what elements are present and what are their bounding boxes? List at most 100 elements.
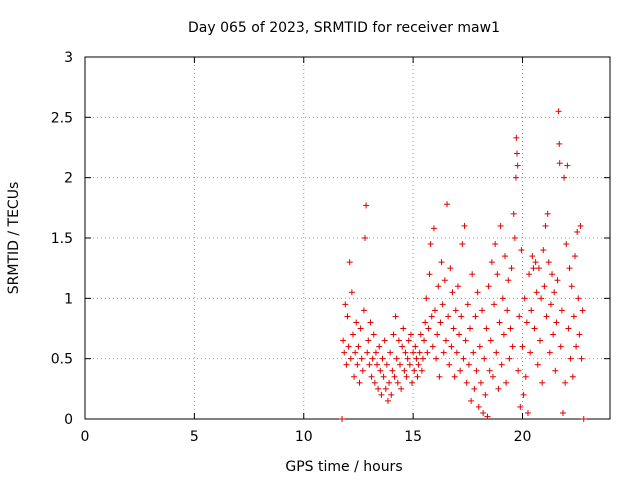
data-point [349,331,356,338]
data-point [461,222,468,229]
data-point [415,361,422,368]
data-point [405,337,412,344]
data-point [564,162,571,169]
data-point [369,355,376,362]
data-point [549,271,556,278]
data-point [444,201,451,208]
data-point [552,367,559,374]
data-point [524,409,531,416]
data-point [353,319,360,326]
data-point [506,355,513,362]
data-point [421,337,428,344]
data-point [439,301,446,308]
data-point [379,355,386,362]
data-point [378,391,385,398]
data-point [492,241,499,248]
data-point [392,313,399,320]
data-point [442,337,449,344]
data-point [477,379,484,386]
data-point [410,349,417,356]
data-point [445,313,452,320]
data-points [339,108,587,422]
data-point [542,222,549,229]
data-point [498,361,505,368]
data-point [345,343,352,350]
data-point [565,325,572,332]
data-point [559,409,566,416]
data-point [402,349,409,356]
data-point [406,361,413,368]
data-point [526,271,533,278]
data-point [381,337,388,344]
data-point [568,283,575,290]
data-point [574,228,581,235]
data-point [512,174,519,181]
data-point [556,160,563,167]
data-point [515,367,522,374]
data-point [386,379,393,386]
data-point [425,325,432,332]
data-point [370,331,377,338]
data-point [409,379,416,386]
data-point [535,265,542,272]
y-tick-label: 0 [64,412,73,428]
data-point [453,349,460,356]
data-point [448,343,455,350]
x-tick-label: 10 [295,429,313,445]
data-point [377,367,384,374]
data-point [493,349,500,356]
data-point [482,391,489,398]
data-point [533,289,540,296]
data-point [363,202,370,209]
data-point [551,289,558,296]
data-point [458,313,465,320]
data-point [372,349,379,356]
data-point [365,337,372,344]
data-point [547,301,554,308]
data-point [475,403,482,410]
data-point [352,349,359,356]
data-point [484,413,491,420]
data-point [360,307,367,314]
data-point [398,385,405,392]
data-point [441,277,448,284]
data-point [465,361,472,368]
data-point [495,385,502,392]
data-point [488,259,495,266]
data-point [532,259,539,266]
data-point [434,331,441,338]
data-point [351,373,358,380]
data-point [390,331,397,338]
data-point [459,241,466,248]
data-point [489,373,496,380]
data-point [472,313,479,320]
data-point [387,349,394,356]
x-tick-label: 15 [404,429,422,445]
data-point [485,283,492,290]
data-point [344,313,351,320]
data-point [534,361,541,368]
data-point [503,379,510,386]
data-point [480,409,487,416]
data-point [376,343,383,350]
data-point [383,361,390,368]
data-point [557,343,564,350]
data-point [513,134,520,141]
data-point [517,403,524,410]
data-point [401,367,408,374]
data-point [341,349,348,356]
data-point [567,355,574,362]
data-point [457,367,464,374]
data-point [562,379,569,386]
data-point [521,295,528,302]
x-axis-label: GPS time / hours [285,459,402,475]
data-point [374,361,381,368]
data-point [505,277,512,284]
data-point [516,313,523,320]
data-point [413,355,420,362]
data-point [563,241,570,248]
data-point [487,337,494,344]
data-point [460,355,467,362]
y-tick-label: 0.5 [51,352,73,368]
